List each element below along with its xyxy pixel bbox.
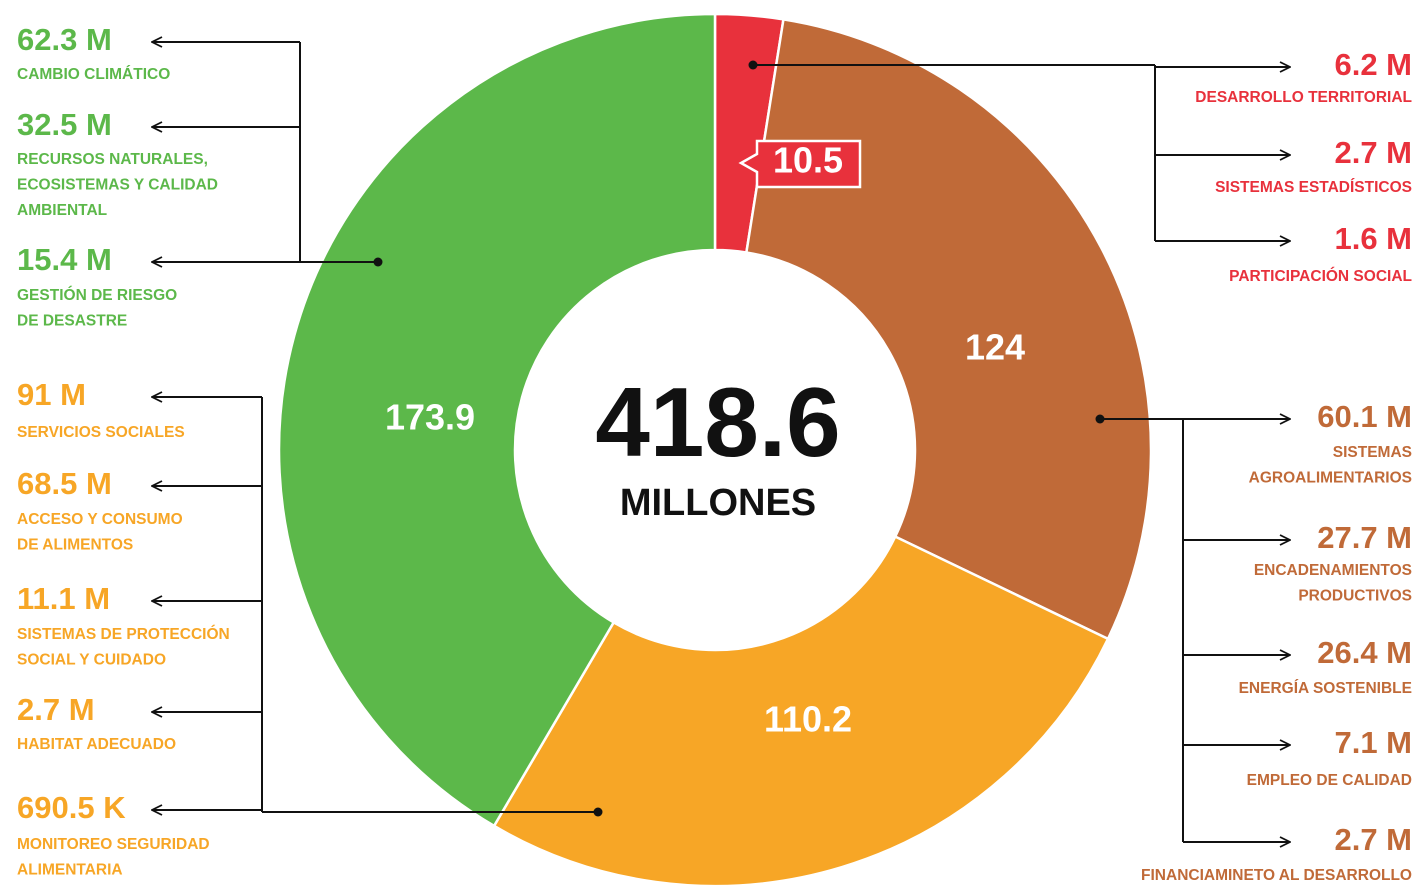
breakdown-label: ENERGÍA SOSTENIBLE: [1239, 680, 1412, 697]
breakdown-value: 2.7 M: [1334, 822, 1412, 857]
breakdown-value: 6.2 M: [1334, 47, 1412, 82]
breakdown-label: RECURSOS NATURALES,: [17, 151, 208, 168]
donut-segment: [492, 534, 1110, 886]
breakdown-label: AGROALIMENTARIOS: [1249, 470, 1412, 487]
breakdown-label: SERVICIOS SOCIALES: [17, 424, 185, 441]
breakdown-label: HABITAT ADECUADO: [17, 736, 176, 753]
connector-dot: [1095, 414, 1105, 424]
breakdown-label: AMBIENTAL: [17, 202, 107, 219]
connector-dot: [748, 60, 758, 70]
total-label: MILLONES: [620, 482, 816, 524]
connector-dot: [593, 807, 603, 817]
total-value: 418.6: [595, 367, 840, 477]
breakdown-label: GESTIÓN DE RIESGO: [17, 286, 177, 304]
breakdown-value: 27.7 M: [1317, 520, 1412, 555]
breakdown-value: 62.3 M: [17, 22, 112, 57]
breakdown-value: 15.4 M: [17, 242, 112, 277]
callout-box: [738, 139, 862, 189]
breakdown-label: CAMBIO CLIMÁTICO: [17, 66, 170, 83]
breakdown-label: PRODUCTIVOS: [1298, 588, 1412, 605]
breakdown-value: 60.1 M: [1317, 399, 1412, 434]
connector: [299, 42, 378, 263]
donut-segment: [277, 12, 717, 828]
connector-dot: [373, 257, 383, 267]
breakdown-label: MONITOREO SEGURIDAD: [17, 836, 210, 853]
connector: [261, 397, 598, 813]
segment-label: 10.5: [773, 140, 843, 181]
breakdown-label: DE ALIMENTOS: [17, 537, 133, 554]
breakdown-label: EMPLEO DE CALIDAD: [1247, 772, 1412, 789]
breakdown-label: PARTICIPACIÓN SOCIAL: [1229, 267, 1412, 285]
segment-label: 110.2: [764, 699, 852, 740]
breakdown-label: DE DESASTRE: [17, 313, 127, 330]
segment-label: 124: [965, 327, 1025, 368]
breakdown-value: 2.7 M: [17, 692, 95, 727]
breakdown-label: SISTEMAS: [1333, 444, 1412, 461]
breakdown-label: ENCADENAMIENTOS: [1254, 562, 1412, 579]
breakdown-value: 32.5 M: [17, 107, 112, 142]
connector: [1100, 418, 1184, 842]
breakdown-value: 1.6 M: [1334, 221, 1412, 256]
breakdown-label: ACCESO Y CONSUMO: [17, 511, 183, 528]
breakdown-value: 7.1 M: [1334, 725, 1412, 760]
breakdown-label: SISTEMAS DE PROTECCIÓN: [17, 625, 230, 643]
breakdown-label: SOCIAL Y CUIDADO: [17, 652, 166, 669]
connector: [753, 64, 1156, 241]
breakdown-value: 91 M: [17, 377, 86, 412]
breakdown-label: FINANCIAMINETO AL DESARROLLO: [1141, 867, 1412, 884]
segment-label: 173.9: [385, 397, 475, 438]
breakdown-value: 26.4 M: [1317, 635, 1412, 670]
breakdown-value: 2.7 M: [1334, 135, 1412, 170]
breakdown-value: 690.5 K: [17, 790, 126, 825]
breakdown-label: ECOSISTEMAS Y CALIDAD: [17, 177, 218, 194]
breakdown-label: SISTEMAS ESTADÍSTICOS: [1215, 179, 1412, 196]
breakdown-label: DESARROLLO TERRITORIAL: [1195, 89, 1412, 106]
donut-segment: [744, 17, 1153, 641]
breakdown-label: ALIMENTARIA: [17, 862, 123, 879]
breakdown-value: 11.1 M: [17, 581, 110, 616]
breakdown-value: 68.5 M: [17, 466, 112, 501]
